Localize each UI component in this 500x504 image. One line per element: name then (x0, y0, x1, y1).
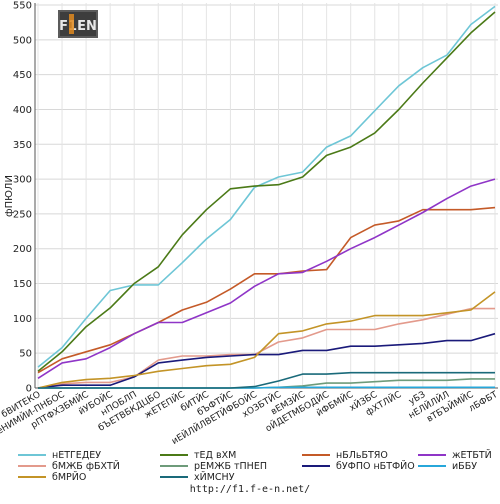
legend-label: нЕТГЕДЕУ (52, 449, 102, 461)
y-tick-label: 400 (13, 105, 32, 116)
grid (35, 3, 498, 389)
legend-swatch (160, 465, 188, 467)
legend-label: бМЖБ фБХТЙ (52, 460, 120, 472)
legend-item: жЕТБТЙ (418, 449, 492, 461)
legend-item: хЙМСНУ (160, 471, 235, 483)
y-tick-label: 100 (13, 314, 32, 325)
legend-item: нЕТГЕДЕУ (18, 449, 101, 461)
axes (34, 3, 498, 389)
y-tick-label: 350 (13, 140, 32, 151)
legend-item: тЕД вХМ (160, 449, 236, 461)
series-line-1 (37, 11, 496, 372)
legend: нЕТГЕДЕУ тЕД вХМ нБЛьБТЯО жЕТБТЙ бМЖБ фБХТЙ р… (18, 449, 492, 483)
series-line-6 (37, 332, 496, 389)
series-line-3 (37, 178, 496, 379)
legend-item: нБЛьБТЯО (302, 449, 388, 461)
legend-swatch (160, 454, 188, 456)
y-tick-label: 50 (19, 349, 32, 360)
legend-item: бМРЙО (18, 471, 86, 483)
footer-url[interactable]: http://f1.f-e-n.net/ (189, 484, 311, 495)
y-tick-label: 300 (13, 175, 32, 186)
legend-label: бУФПО нБТФЙО (336, 460, 415, 472)
y-axis-label: фПЮЛИ (4, 175, 15, 217)
svg-text:F1EN: F1EN (59, 19, 97, 34)
y-tick-label: 550 (13, 1, 32, 12)
legend-swatch (18, 476, 46, 478)
y-tick-label: 0 (26, 384, 32, 395)
legend-swatch (18, 465, 46, 467)
legend-swatch (160, 476, 188, 478)
y-tick-label: 250 (13, 209, 32, 220)
series-line-4 (37, 307, 495, 389)
series-lines (37, 5, 496, 389)
legend-label: рЕМЖБ тПНЕП (194, 460, 267, 472)
y-tick-label: 450 (13, 70, 32, 81)
series-line-9 (38, 371, 495, 389)
legend-label: хЙМСНУ (194, 471, 235, 483)
legend-item: бУФПО нБТФЙО (302, 460, 415, 472)
legend-swatch (418, 454, 446, 456)
legend-label: нБЛьБТЯО (336, 449, 388, 461)
legend-item: бМЖБ фБХТЙ (18, 460, 120, 472)
legend-swatch (418, 465, 446, 467)
legend-label: бМРЙО (52, 471, 87, 483)
series-line-2 (37, 206, 496, 374)
series-line-8 (37, 291, 496, 389)
y-tick-label: 500 (13, 35, 32, 46)
legend-item: иББУ (418, 460, 477, 472)
f1en-logo: F1EN (58, 10, 98, 38)
legend-label: иББУ (452, 460, 477, 472)
legend-label: тЕД вХМ (194, 449, 237, 461)
legend-swatch (302, 465, 330, 467)
y-tick-label: 150 (13, 279, 32, 290)
y-tick-label: 200 (13, 244, 32, 255)
legend-swatch (18, 454, 46, 456)
legend-swatch (302, 454, 330, 456)
series-line-0 (37, 5, 496, 368)
legend-label: жЕТБТЙ (452, 449, 492, 461)
legend-item: рЕМЖБ тПНЕП (160, 460, 267, 472)
